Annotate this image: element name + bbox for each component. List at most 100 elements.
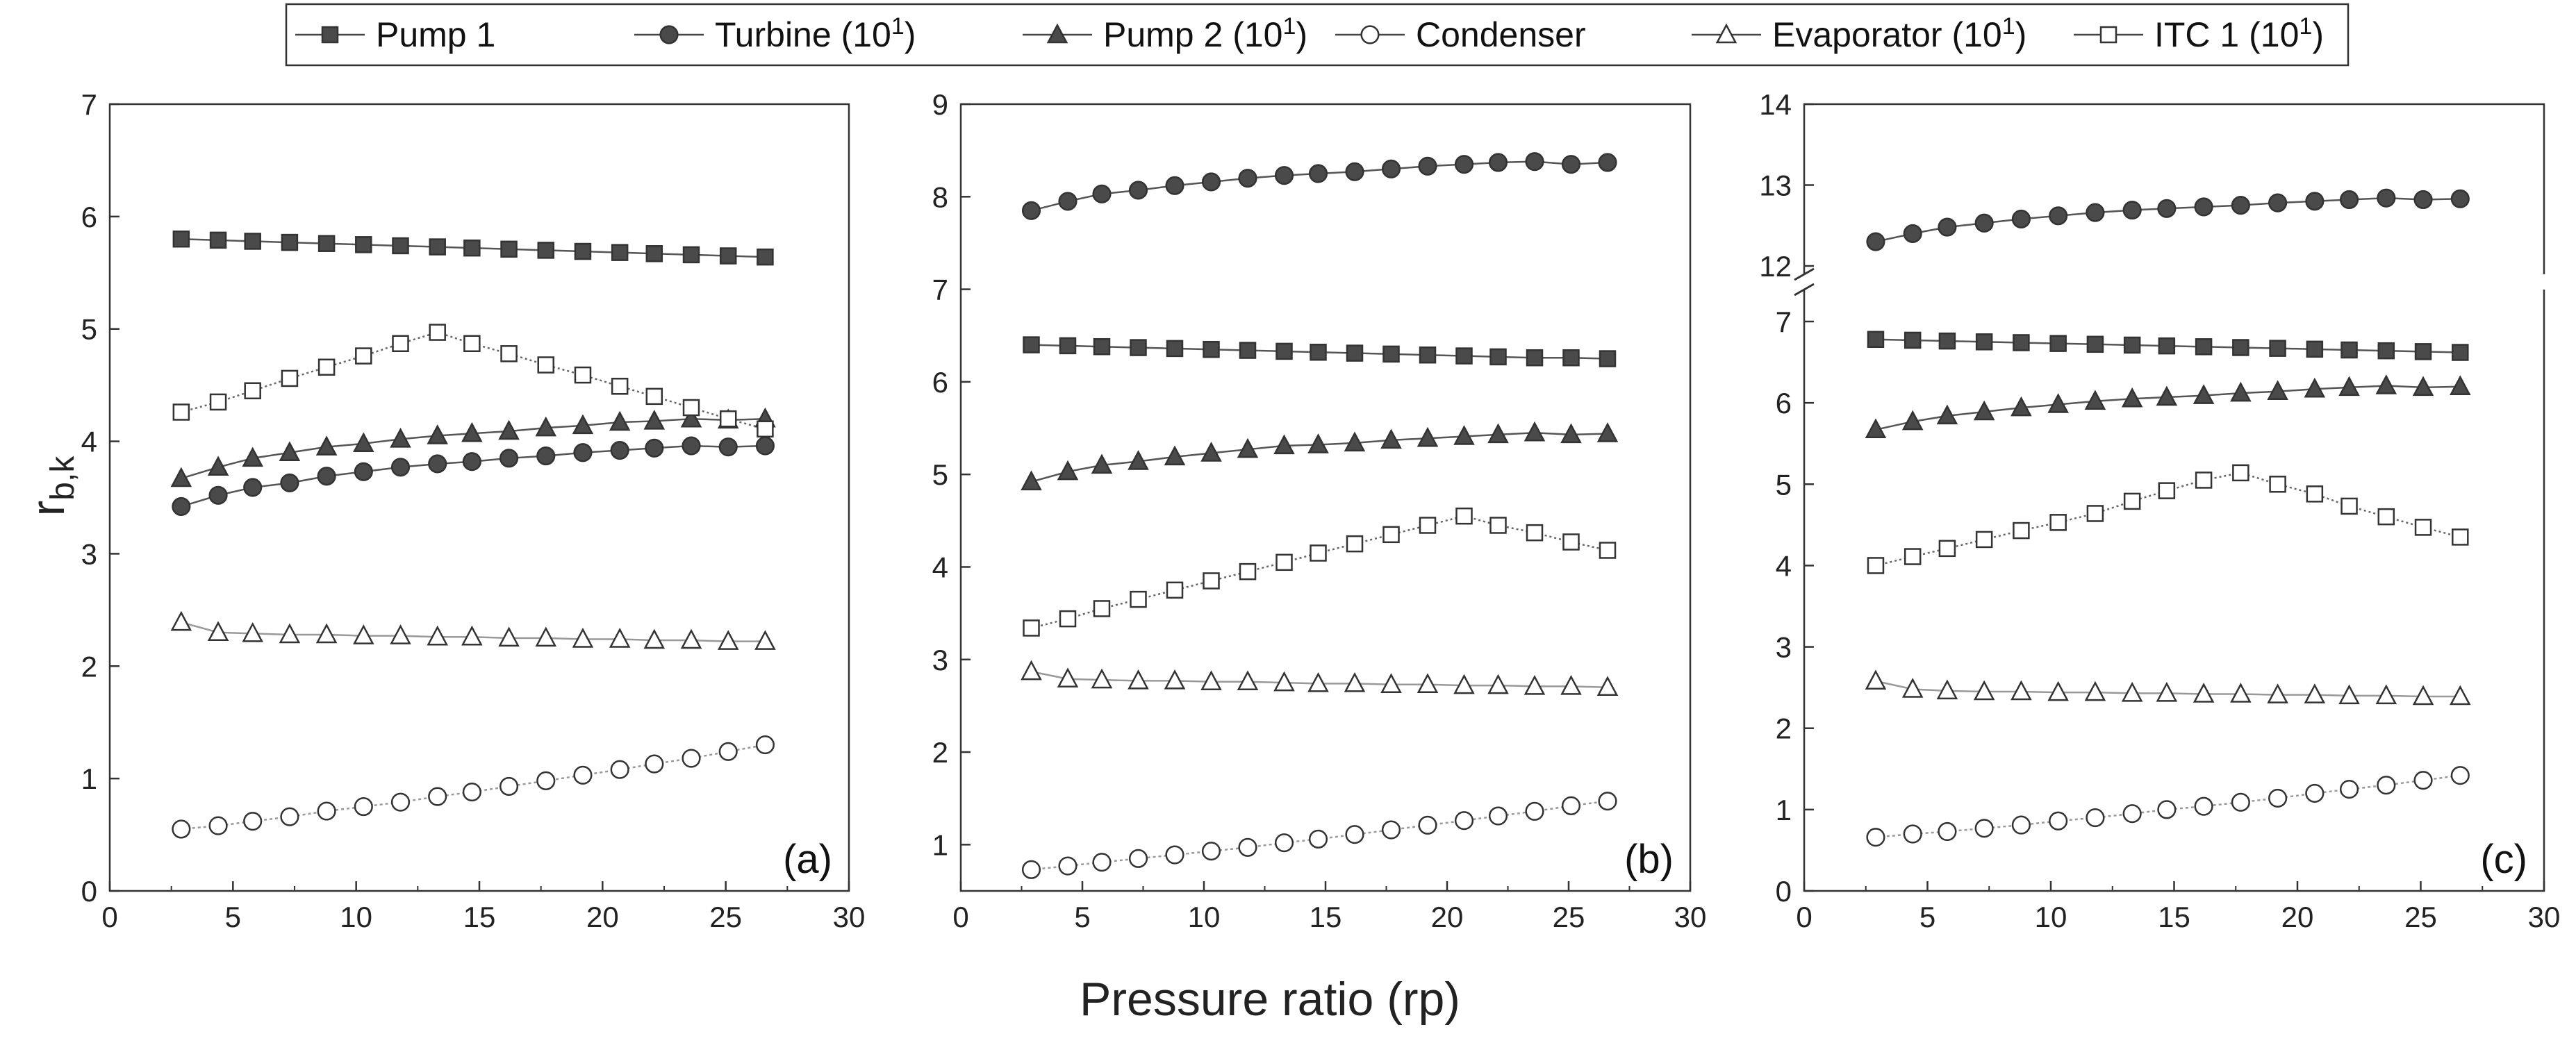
data-point-condenser xyxy=(2339,780,2359,799)
data-point-turbine xyxy=(1092,184,1112,203)
data-point-evaporator xyxy=(2450,685,2471,706)
data-point-itc1 xyxy=(463,335,481,353)
data-point-evaporator xyxy=(1273,671,1295,692)
data-point-condenser xyxy=(390,792,411,812)
data-point-turbine xyxy=(499,449,519,468)
data-point-evaporator xyxy=(353,624,374,644)
legend: Pump 1 Turbine (101) Pump 2 (101) Condenser… xyxy=(285,3,2350,67)
data-point-turbine xyxy=(354,462,373,481)
data-point-pump2 xyxy=(1273,434,1295,455)
data-point-pump1 xyxy=(574,242,592,260)
data-point-itc1 xyxy=(2377,508,2395,526)
data-point-itc1 xyxy=(1975,531,1993,549)
data-point-pump2 xyxy=(1596,422,1619,442)
data-point-pump2 xyxy=(2338,376,2360,397)
data-point-pump2 xyxy=(1936,404,1958,425)
data-point-itc1 xyxy=(1310,544,1327,562)
data-point-evaporator xyxy=(461,625,483,646)
data-point-turbine xyxy=(2231,196,2250,215)
data-point-pump1 xyxy=(281,233,299,251)
data-point-condenser xyxy=(1345,825,1364,844)
data-point-turbine xyxy=(1561,155,1581,174)
legend-label-text: Evaporator (10 xyxy=(1772,15,2002,54)
series-pump2 xyxy=(1865,374,2471,439)
series-condenser xyxy=(1021,792,1617,879)
data-point-itc1 xyxy=(2340,497,2358,515)
series-itc1 xyxy=(1867,464,2469,574)
y-tick-label: 2 xyxy=(932,736,948,769)
data-point-evaporator xyxy=(279,623,301,644)
data-point-itc1 xyxy=(1904,548,1922,565)
data-point-condenser xyxy=(645,754,664,774)
data-point-pump1 xyxy=(463,239,481,257)
data-point-turbine xyxy=(428,454,447,474)
data-point-pump2 xyxy=(207,456,229,476)
series-condenser xyxy=(1866,766,2470,847)
y-axis-title-sub: b,k xyxy=(44,456,81,501)
data-point-evaporator xyxy=(2230,683,2252,703)
y-tick-label: 0 xyxy=(81,875,97,908)
data-point-pump2 xyxy=(1128,450,1149,470)
data-point-condenser xyxy=(2377,776,2396,795)
data-point-evaporator xyxy=(1973,680,1995,701)
data-point-evaporator xyxy=(2047,681,2069,701)
legend-label-close: ) xyxy=(2015,15,2027,54)
data-point-pump1 xyxy=(1419,346,1437,364)
x-tick-label: 5 xyxy=(1919,901,1935,933)
data-point-turbine xyxy=(1866,232,1885,251)
data-point-pump1 xyxy=(1203,340,1220,358)
data-point-turbine xyxy=(645,438,664,458)
data-point-evaporator xyxy=(2084,681,2106,701)
data-point-pump2 xyxy=(2267,380,2288,400)
data-point-turbine xyxy=(1488,153,1508,172)
data-point-evaporator xyxy=(390,624,411,644)
data-point-itc1 xyxy=(500,345,518,362)
data-point-condenser xyxy=(280,807,299,826)
data-point-pump1 xyxy=(682,246,700,264)
data-point-evaporator xyxy=(1453,674,1475,694)
data-point-turbine xyxy=(682,436,701,456)
data-point-evaporator xyxy=(1057,667,1079,688)
data-point-pump1 xyxy=(1093,337,1111,356)
data-point-itc1 xyxy=(1203,572,1220,590)
legend-marker-itc1 xyxy=(2099,26,2117,44)
legend-marker-evaporator xyxy=(1715,23,1737,44)
data-point-pump2 xyxy=(2450,375,2471,395)
data-point-turbine xyxy=(1165,176,1184,195)
legend-label-condenser: Condenser xyxy=(1416,15,1586,54)
y-axis-title: rb,k xyxy=(22,456,81,517)
legend-entry-pump2: Pump 2 (101) xyxy=(1023,13,1307,54)
data-point-itc1 xyxy=(1382,526,1400,544)
data-point-pump2 xyxy=(1091,453,1113,474)
data-point-pump1 xyxy=(1938,332,1956,350)
data-point-evaporator xyxy=(1021,660,1042,681)
data-point-turbine xyxy=(462,452,481,472)
axis-break-mark xyxy=(1794,267,1815,297)
data-point-turbine xyxy=(2049,206,2068,226)
y-tick-label: 14 xyxy=(1759,88,1792,121)
legend-label-exponent: 1 xyxy=(2299,13,2312,40)
data-point-condenser xyxy=(172,819,191,839)
data-point-itc1 xyxy=(2306,485,2324,503)
data-point-pump1 xyxy=(1526,349,1544,367)
data-point-condenser xyxy=(1308,829,1328,849)
data-point-pump1 xyxy=(1023,336,1040,353)
data-point-condenser xyxy=(1021,860,1041,879)
data-point-evaporator xyxy=(2011,680,2032,701)
legend-label-close: ) xyxy=(2312,15,2324,54)
legend-label-exponent: 1 xyxy=(2002,13,2015,40)
y-tick-label: 13 xyxy=(1759,169,1792,202)
data-point-pump1 xyxy=(2013,334,2030,351)
legend-label-text: Turbine (10 xyxy=(715,15,891,54)
data-point-turbine xyxy=(1201,172,1221,192)
data-point-itc1 xyxy=(355,347,372,365)
data-point-pump2 xyxy=(2230,381,2252,402)
data-point-pump2 xyxy=(390,427,411,448)
data-point-pump2 xyxy=(2375,374,2397,394)
data-point-turbine xyxy=(2413,190,2433,210)
data-point-turbine xyxy=(536,447,556,466)
data-point-itc1 xyxy=(1023,619,1040,637)
legend-entry-turbine: Turbine (101) xyxy=(634,13,916,54)
data-point-condenser xyxy=(2157,800,2177,819)
data-point-pump2 xyxy=(1453,425,1475,445)
